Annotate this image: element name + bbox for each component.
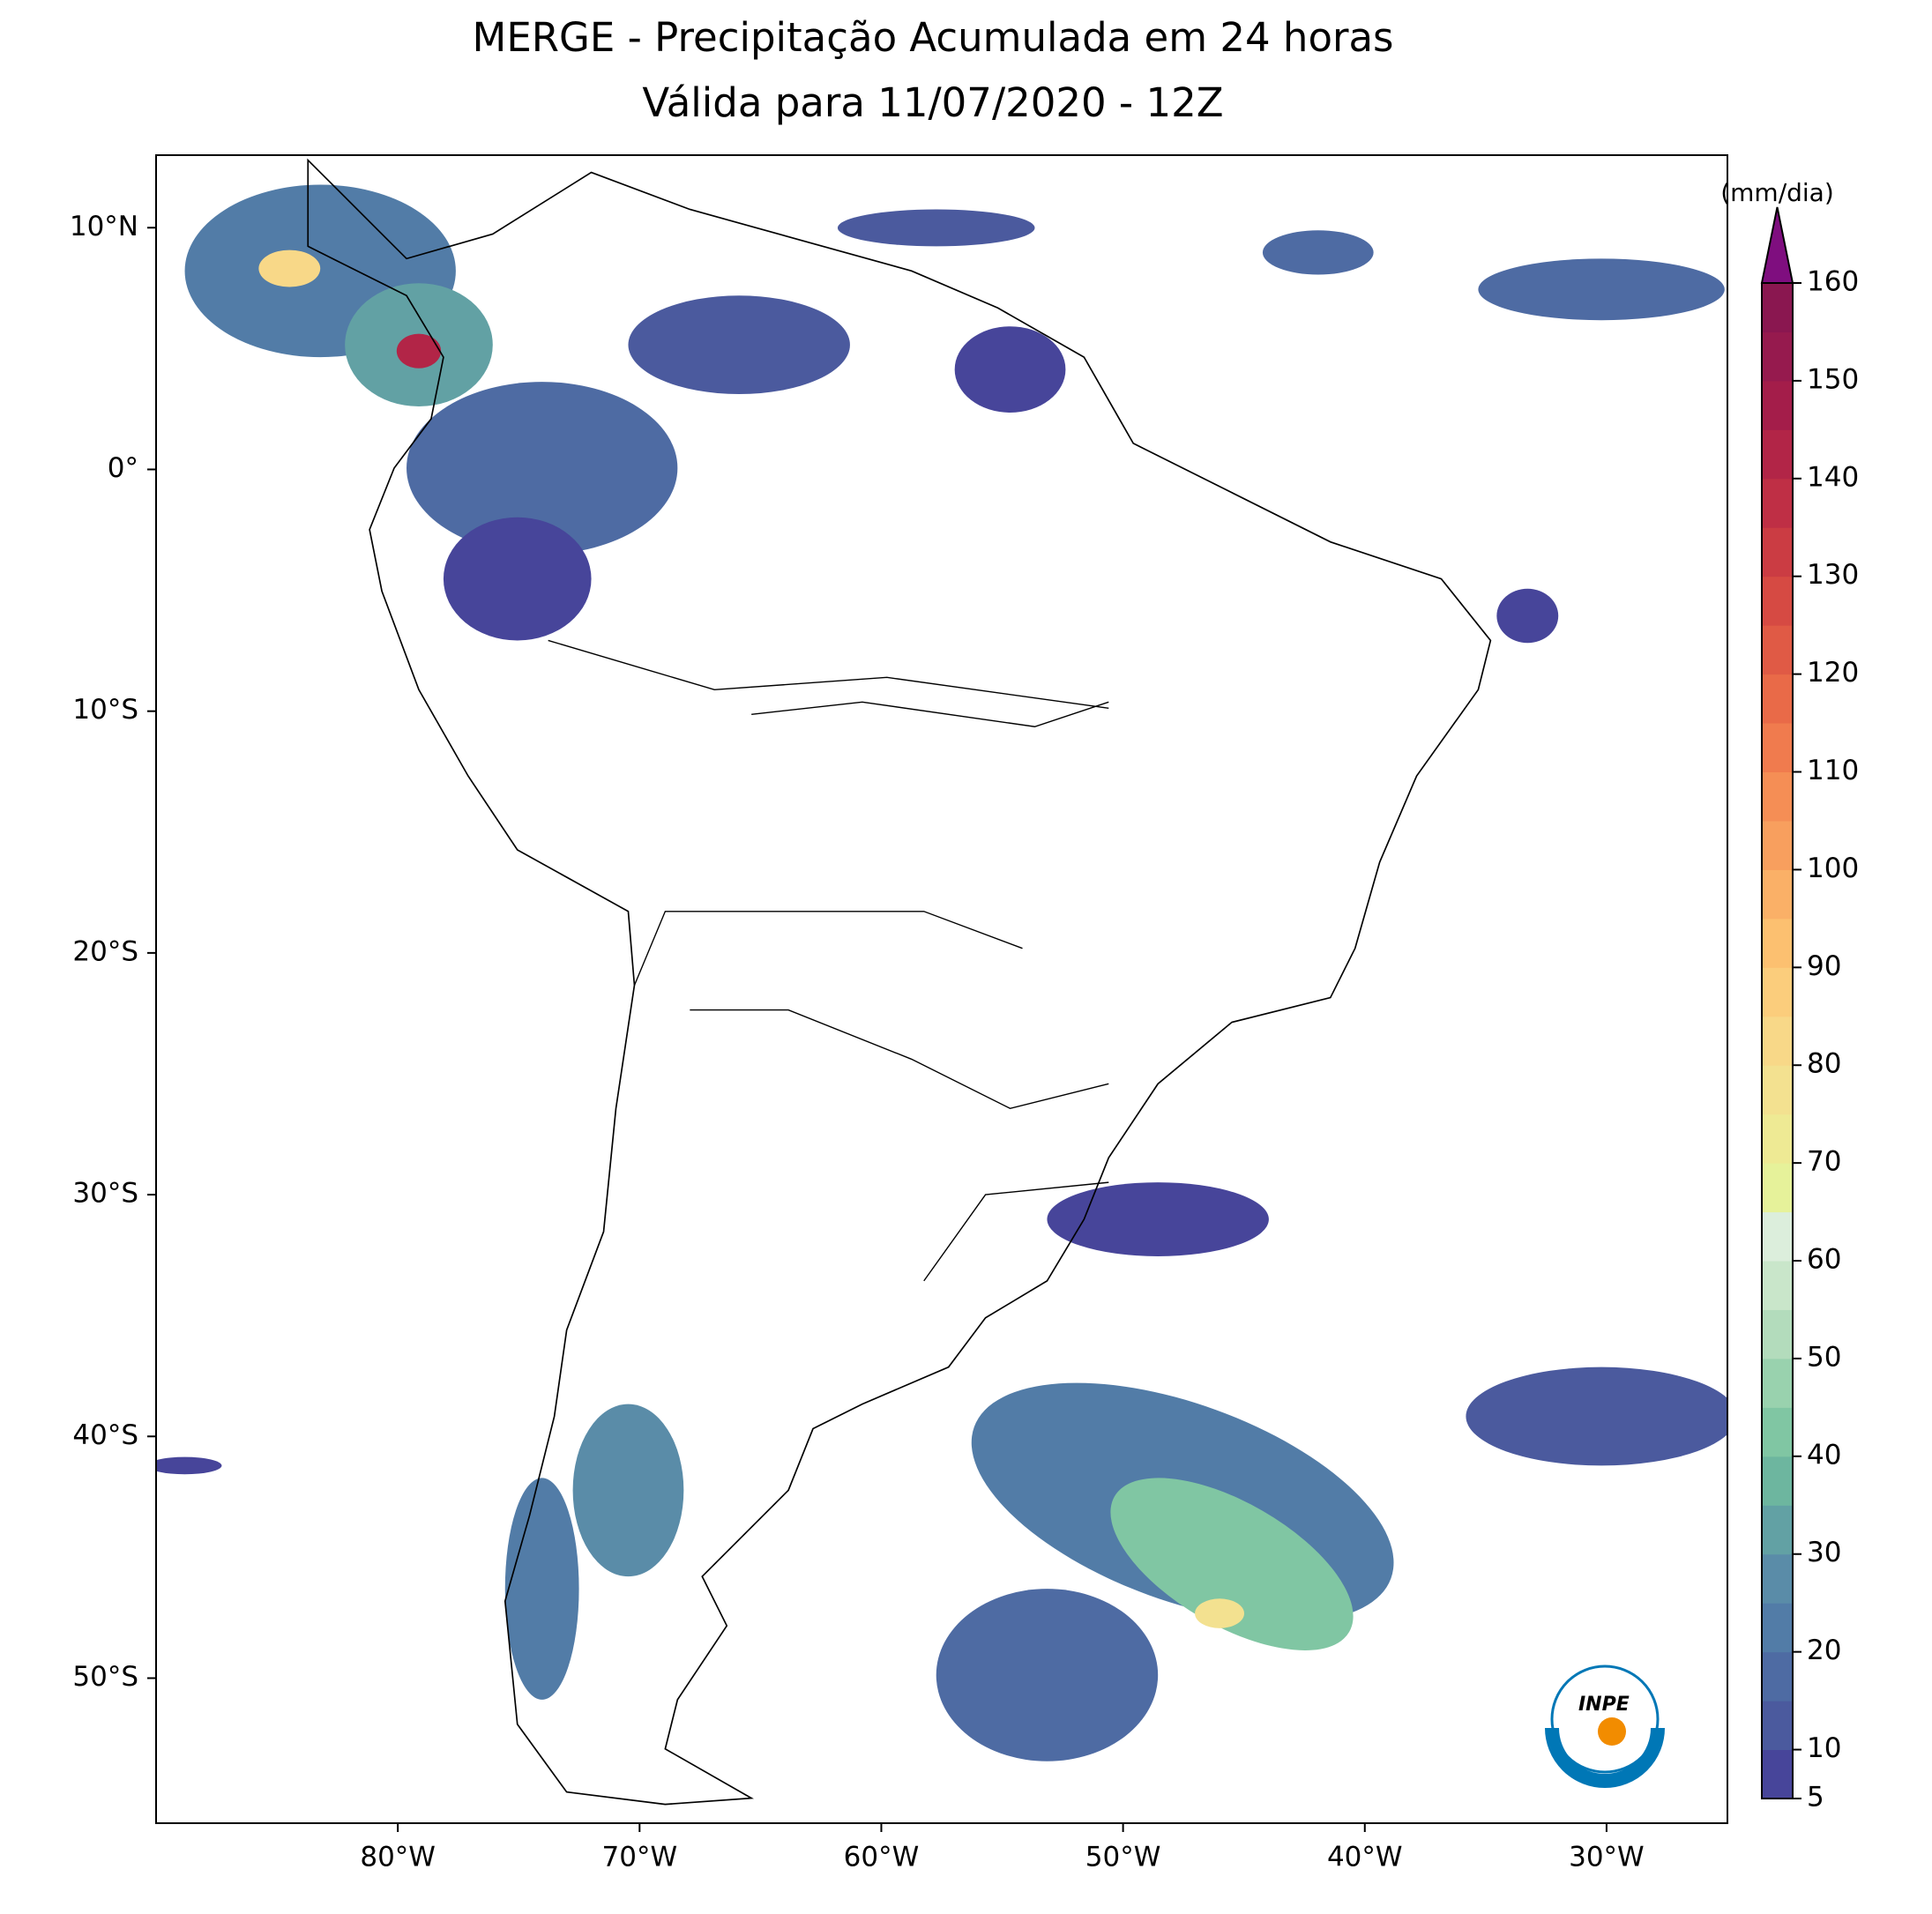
x-tick-label: 40°W: [1327, 1842, 1403, 1873]
precipitation-field: [156, 158, 1727, 1806]
y-tick-label: 30°S: [72, 1178, 138, 1210]
colorbar-bin: [1762, 1505, 1793, 1555]
colorbar-tick-label: 120: [1807, 657, 1859, 689]
colorbar-tick-label: 5: [1807, 1782, 1824, 1813]
x-tick-label: 60°W: [844, 1842, 920, 1873]
colorbar-bin: [1762, 1065, 1793, 1115]
x-tick-label: 30°W: [1569, 1842, 1645, 1873]
colorbar-bin: [1762, 1651, 1793, 1702]
map-area: [156, 158, 1727, 1806]
colorbar-bin: [1762, 967, 1793, 1017]
subtitle: Válida para 11/07/2020 - 12Z: [642, 79, 1223, 126]
colorbar-bin: [1762, 1358, 1793, 1408]
colorbar-frame: [1761, 282, 1794, 1799]
colorbar-tick-label: 30: [1807, 1537, 1841, 1568]
colorbar-tick-label: 150: [1807, 363, 1859, 395]
colorbar-bin: [1762, 723, 1793, 773]
colorbar-bin: [1762, 576, 1793, 626]
colorbar-tick-label: 110: [1807, 755, 1859, 786]
colorbar-bin: [1762, 771, 1793, 822]
colorbar-tick-label: 20: [1807, 1635, 1841, 1666]
colorbar-bin: [1762, 478, 1793, 528]
colorbar-extend: [1760, 206, 1794, 284]
colorbar-tick-label: 60: [1807, 1244, 1841, 1276]
colorbar-label: (mm/dia): [1720, 178, 1834, 207]
colorbar-tick-label: 80: [1807, 1048, 1841, 1080]
colorbar-tick-label: 70: [1807, 1146, 1841, 1178]
colorbar-bin: [1762, 1407, 1793, 1457]
colorbar-bin: [1762, 1163, 1793, 1213]
colorbar-bin: [1762, 527, 1793, 577]
colorbar-bin: [1762, 429, 1793, 480]
colorbar-bin: [1762, 331, 1793, 382]
y-tick-label: 10°S: [72, 694, 138, 726]
colorbar-bin: [1762, 283, 1793, 332]
colorbar-bin: [1762, 1211, 1793, 1262]
y-tick-label: 40°S: [72, 1419, 138, 1451]
colorbar-bin: [1762, 1749, 1793, 1799]
y-tick-label: 0°: [108, 452, 138, 484]
colorbar-bin: [1762, 380, 1793, 430]
colorbar-tick-label: 40: [1807, 1439, 1841, 1471]
map-frame: [155, 154, 1728, 1824]
logo-text: INPE: [1578, 1694, 1630, 1716]
logo: INPE: [1545, 1665, 1665, 1788]
title: MERGE - Precipitação Acumulada em 24 hor…: [473, 14, 1394, 61]
x-tick-label: 80°W: [360, 1842, 436, 1873]
colorbar-bin: [1762, 1456, 1793, 1506]
colorbar-bin: [1762, 820, 1793, 870]
colorbar-tick-label: 140: [1807, 461, 1859, 493]
colorbar-bin: [1762, 1113, 1793, 1164]
colorbar-tick-label: 50: [1807, 1341, 1841, 1373]
colorbar-tick-label: 130: [1807, 559, 1859, 591]
colorbar-bin: [1762, 1553, 1793, 1604]
colorbar-tick-label: 160: [1807, 266, 1859, 298]
colorbar-bin: [1762, 1016, 1793, 1066]
colorbar-bin: [1762, 625, 1793, 675]
colorbar-tick-label: 10: [1807, 1732, 1841, 1764]
colorbar-bin: [1762, 1261, 1793, 1310]
colorbar-bin: [1762, 1309, 1793, 1359]
colorbar-bin: [1762, 869, 1793, 920]
colorbar-tick-label: 90: [1807, 950, 1841, 982]
x-tick-label: 50°W: [1085, 1842, 1161, 1873]
colorbar-bin: [1762, 674, 1793, 724]
y-tick-label: 50°S: [72, 1661, 138, 1693]
colorbar-tick-label: 100: [1807, 853, 1859, 884]
colorbar-bin: [1762, 1701, 1793, 1751]
y-tick-label: 20°S: [72, 935, 138, 967]
colorbar-bin: [1762, 918, 1793, 968]
colorbar-bin: [1762, 1603, 1793, 1653]
y-tick-label: 10°N: [70, 211, 138, 242]
x-tick-label: 70°W: [602, 1842, 678, 1873]
